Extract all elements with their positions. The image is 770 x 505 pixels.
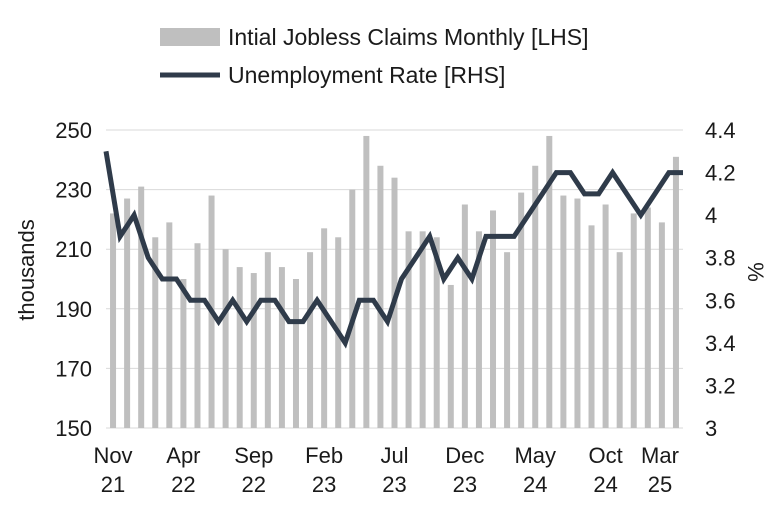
bar xyxy=(250,273,257,428)
line-series xyxy=(103,150,683,349)
x-tick-month: May xyxy=(514,443,556,468)
bar xyxy=(630,213,637,428)
bar xyxy=(616,252,623,428)
x-tick-month: Apr xyxy=(166,443,200,468)
bar xyxy=(222,249,229,428)
bar xyxy=(194,243,201,428)
left-tick-label: 250 xyxy=(55,118,92,143)
bar xyxy=(546,135,553,428)
bar xyxy=(377,165,384,428)
bar xyxy=(236,267,243,428)
x-tick-year: 22 xyxy=(171,472,195,497)
x-tick-month: Nov xyxy=(93,443,132,468)
x-tick-year: 21 xyxy=(101,472,125,497)
bar xyxy=(504,252,511,428)
x-tick-year: 22 xyxy=(242,472,266,497)
right-tick-label: 4 xyxy=(705,203,717,228)
right-tick-label: 3.2 xyxy=(705,373,736,398)
x-tick-year: 25 xyxy=(648,472,672,497)
bar xyxy=(138,186,145,428)
x-tick-month: Jul xyxy=(380,443,408,468)
right-axis-title: % xyxy=(743,262,768,282)
x-tick-month: Feb xyxy=(305,443,343,468)
legend-bar-label: Intial Jobless Claims Monthly [LHS] xyxy=(228,24,588,50)
x-tick-month: Mar xyxy=(641,443,679,468)
x-tick-year: 23 xyxy=(382,472,406,497)
bar xyxy=(349,189,356,428)
bar xyxy=(363,135,370,428)
left-tick-label: 210 xyxy=(55,237,92,262)
bar xyxy=(124,198,131,428)
bar xyxy=(166,222,173,428)
right-tick-label: 4.2 xyxy=(705,161,736,186)
bar xyxy=(419,231,426,428)
bar xyxy=(110,213,117,428)
bar xyxy=(658,222,665,428)
right-tick-label: 3.8 xyxy=(705,246,736,271)
bar xyxy=(518,192,525,428)
bar xyxy=(180,279,187,428)
bar xyxy=(475,231,482,428)
bar xyxy=(405,231,412,428)
left-tick-label: 150 xyxy=(55,416,92,441)
x-tick-year: 23 xyxy=(453,472,477,497)
bar xyxy=(532,165,539,428)
bar xyxy=(461,204,468,428)
bar-series xyxy=(110,135,679,428)
legend: Intial Jobless Claims Monthly [LHS] Unem… xyxy=(160,24,588,88)
bar xyxy=(560,195,567,428)
x-tick-month: Oct xyxy=(588,443,622,468)
right-axis-ticks: 4.4 4.2 4 3.8 3.6 3.4 3.2 3 xyxy=(705,118,736,441)
bar xyxy=(490,210,497,428)
bar xyxy=(644,207,651,428)
x-tick-month: Dec xyxy=(445,443,484,468)
x-tick-year: 23 xyxy=(312,472,336,497)
x-tick-year: 24 xyxy=(593,472,617,497)
bar xyxy=(602,204,609,428)
right-tick-label: 4.4 xyxy=(705,118,736,143)
left-axis-ticks: 250 230 210 190 170 150 xyxy=(55,118,92,441)
bar xyxy=(264,252,271,428)
bar xyxy=(292,279,299,428)
bar xyxy=(152,237,159,428)
right-tick-label: 3 xyxy=(705,416,717,441)
legend-bar-swatch xyxy=(160,28,220,46)
bar xyxy=(278,267,285,428)
left-tick-label: 230 xyxy=(55,178,92,203)
unemployment-line xyxy=(103,150,683,349)
x-tick-year: 24 xyxy=(523,472,547,497)
right-tick-label: 3.6 xyxy=(705,288,736,313)
bar xyxy=(321,228,328,428)
bar xyxy=(588,225,595,428)
right-tick-label: 3.4 xyxy=(705,331,736,356)
bar xyxy=(307,252,314,428)
bar xyxy=(574,198,581,428)
bar xyxy=(447,284,454,428)
bar xyxy=(433,237,440,428)
left-axis-title: thousands xyxy=(14,219,39,321)
x-tick-month: Sep xyxy=(234,443,273,468)
legend-line-label: Unemployment Rate [RHS] xyxy=(228,62,505,88)
x-axis-ticks: Nov 21 Apr 22 Sep 22 Feb 23 Jul 23 Dec 23 May 24 Oct 24… xyxy=(93,443,679,497)
left-tick-label: 170 xyxy=(55,356,92,381)
bar xyxy=(672,156,679,428)
left-tick-label: 190 xyxy=(55,297,92,322)
